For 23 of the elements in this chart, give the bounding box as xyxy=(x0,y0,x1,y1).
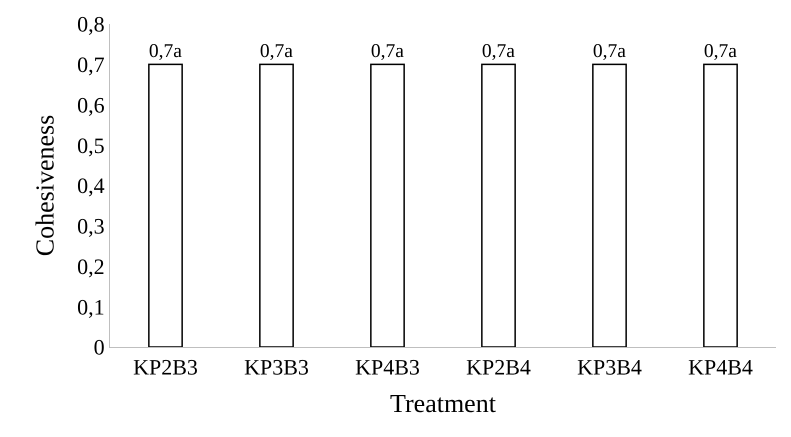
x-tick-label: KP2B4 xyxy=(466,354,531,380)
y-tick-label: 0,8 xyxy=(77,12,105,37)
x-tick-label: KP2B3 xyxy=(133,354,198,380)
y-axis-title: Cohesiveness xyxy=(30,114,60,256)
x-tick-label: KP3B3 xyxy=(244,354,309,380)
y-tick-label: 0,7 xyxy=(77,52,105,78)
x-tick-label: KP4B3 xyxy=(355,354,420,380)
y-tick-label: 0,5 xyxy=(77,132,105,158)
x-tick-label: KP4B4 xyxy=(688,354,753,380)
data-label: 0,7a xyxy=(704,40,738,62)
y-tick-label: 0 xyxy=(94,334,105,360)
data-label: 0,7a xyxy=(148,40,182,62)
x-axis-title: Treatment xyxy=(390,389,497,418)
data-label: 0,7a xyxy=(482,40,516,62)
y-tick-label: 0,3 xyxy=(77,214,105,239)
x-tick-label: KP3B4 xyxy=(577,354,642,380)
y-tick-label: 0,4 xyxy=(77,173,105,198)
data-label: 0,7a xyxy=(592,40,626,62)
y-tick-label: 0,1 xyxy=(77,294,105,320)
y-tick-label: 0,6 xyxy=(77,92,105,118)
data-label: 0,7a xyxy=(370,40,404,62)
data-label: 0,7a xyxy=(260,40,294,62)
y-tick-label: 0,2 xyxy=(77,254,105,279)
